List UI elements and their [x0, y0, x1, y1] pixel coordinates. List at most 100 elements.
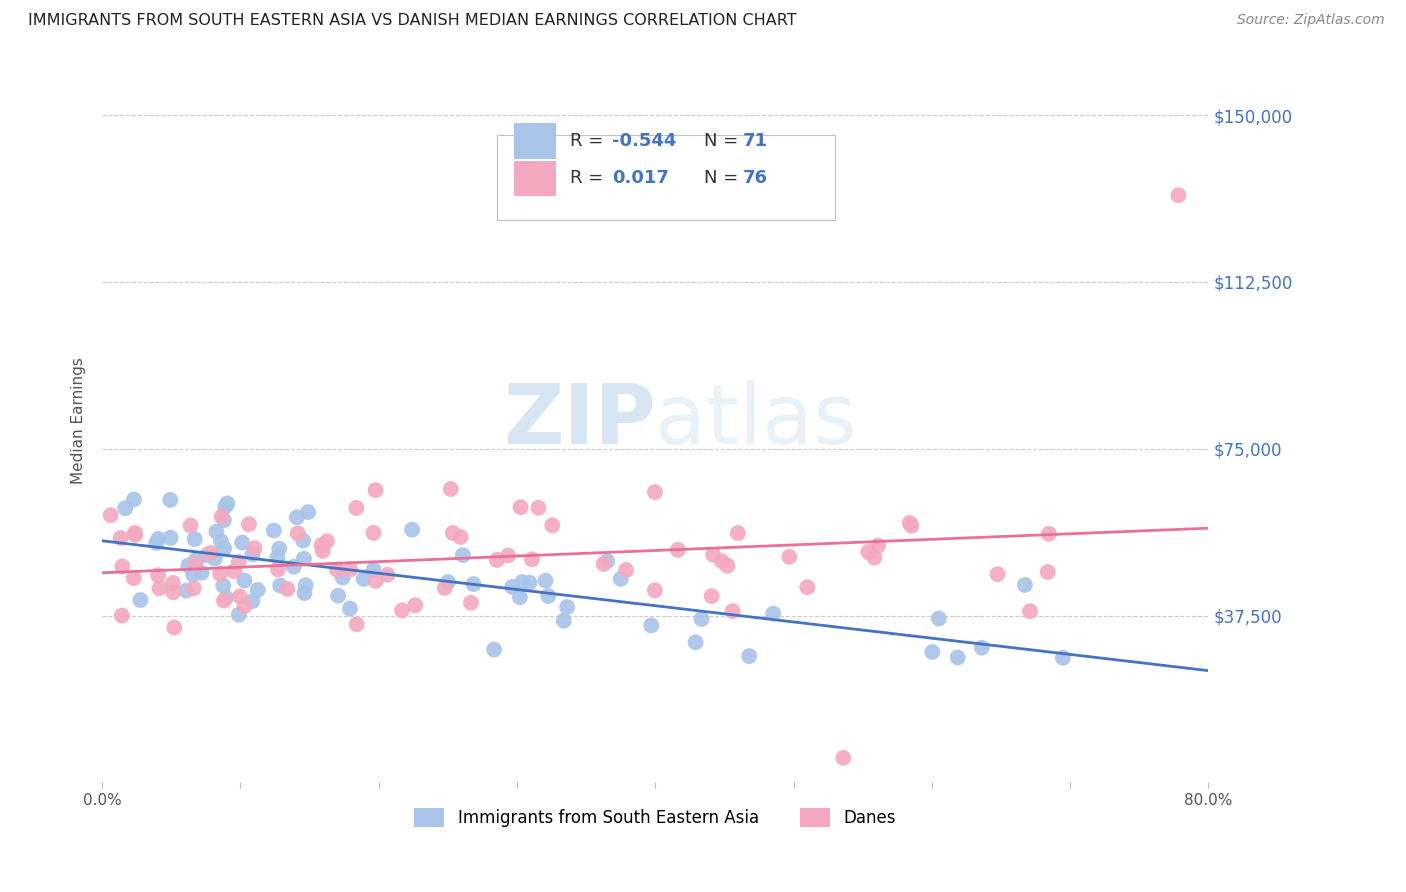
Text: 76: 76	[744, 169, 768, 187]
Point	[534, 574, 557, 588]
Point	[122, 492, 145, 507]
Point	[124, 525, 146, 540]
Point	[292, 533, 315, 548]
Point	[204, 551, 226, 566]
Point	[391, 603, 413, 617]
Point	[970, 640, 993, 655]
Point	[527, 500, 550, 515]
Point	[100, 508, 122, 523]
Point	[339, 562, 361, 576]
Point	[463, 577, 485, 591]
Point	[614, 563, 637, 577]
Point	[312, 544, 335, 558]
Point	[868, 539, 890, 553]
Point	[238, 517, 260, 532]
Point	[666, 542, 689, 557]
Text: IMMIGRANTS FROM SOUTH EASTERN ASIA VS DANISH MEDIAN EARNINGS CORRELATION CHART: IMMIGRANTS FROM SOUTH EASTERN ASIA VS DA…	[28, 13, 797, 29]
Text: -0.544: -0.544	[613, 132, 676, 150]
Point	[460, 596, 482, 610]
Point	[146, 568, 169, 582]
Point	[512, 574, 534, 589]
Legend: Immigrants from South Eastern Asia, Danes: Immigrants from South Eastern Asia, Dane…	[406, 799, 904, 836]
Point	[124, 528, 146, 542]
Point	[541, 518, 564, 533]
Point	[114, 501, 136, 516]
Point	[537, 589, 560, 603]
Point	[242, 547, 264, 561]
Point	[163, 621, 186, 635]
Text: Source: ZipAtlas.com: Source: ZipAtlas.com	[1237, 13, 1385, 28]
Point	[326, 563, 349, 577]
Point	[122, 571, 145, 585]
Point	[162, 585, 184, 599]
Point	[986, 567, 1008, 582]
Point	[181, 567, 204, 582]
Point	[721, 604, 744, 618]
Point	[266, 550, 288, 565]
Point	[285, 510, 308, 524]
Point	[246, 582, 269, 597]
Point	[863, 550, 886, 565]
Point	[209, 566, 232, 581]
Point	[287, 526, 309, 541]
Point	[644, 485, 666, 500]
Point	[224, 564, 246, 578]
Point	[928, 611, 950, 625]
Point	[346, 617, 368, 632]
Point	[294, 586, 316, 600]
Point	[214, 500, 236, 514]
Point	[183, 532, 205, 546]
Point	[482, 642, 505, 657]
Point	[858, 545, 880, 559]
Text: R =: R =	[571, 169, 609, 187]
Point	[640, 618, 662, 632]
Point	[596, 554, 619, 568]
Point	[778, 549, 800, 564]
Text: ZIP: ZIP	[503, 381, 655, 461]
Point	[450, 530, 472, 544]
Point	[162, 576, 184, 591]
Point	[485, 553, 508, 567]
Point	[159, 531, 181, 545]
Point	[344, 500, 367, 515]
Point	[900, 518, 922, 533]
Point	[292, 551, 315, 566]
Point	[1019, 604, 1042, 618]
Point	[129, 593, 152, 607]
Point	[228, 607, 250, 622]
Point	[501, 580, 523, 594]
Point	[184, 557, 207, 571]
Point	[592, 557, 614, 571]
Point	[1036, 565, 1059, 579]
Point	[509, 500, 531, 515]
Point	[276, 582, 298, 596]
Point	[690, 612, 713, 626]
Point	[212, 593, 235, 607]
Point	[283, 559, 305, 574]
Point	[228, 555, 250, 569]
Point	[211, 509, 233, 524]
Text: N =: N =	[704, 132, 744, 150]
Point	[183, 582, 205, 596]
Point	[311, 538, 333, 552]
Point	[1014, 578, 1036, 592]
Point	[1038, 526, 1060, 541]
Text: atlas: atlas	[655, 381, 858, 461]
Point	[509, 591, 531, 605]
Point	[644, 583, 666, 598]
Point	[796, 580, 818, 594]
Point	[700, 589, 723, 603]
Point	[685, 635, 707, 649]
Point	[229, 590, 252, 604]
Point	[111, 559, 134, 574]
Point	[180, 518, 202, 533]
Point	[437, 574, 460, 589]
Point	[263, 524, 285, 538]
Point	[243, 541, 266, 556]
Point	[440, 482, 463, 496]
Point	[242, 594, 264, 608]
Point	[519, 575, 541, 590]
Point	[339, 601, 361, 615]
Point	[404, 599, 426, 613]
Point	[353, 572, 375, 586]
